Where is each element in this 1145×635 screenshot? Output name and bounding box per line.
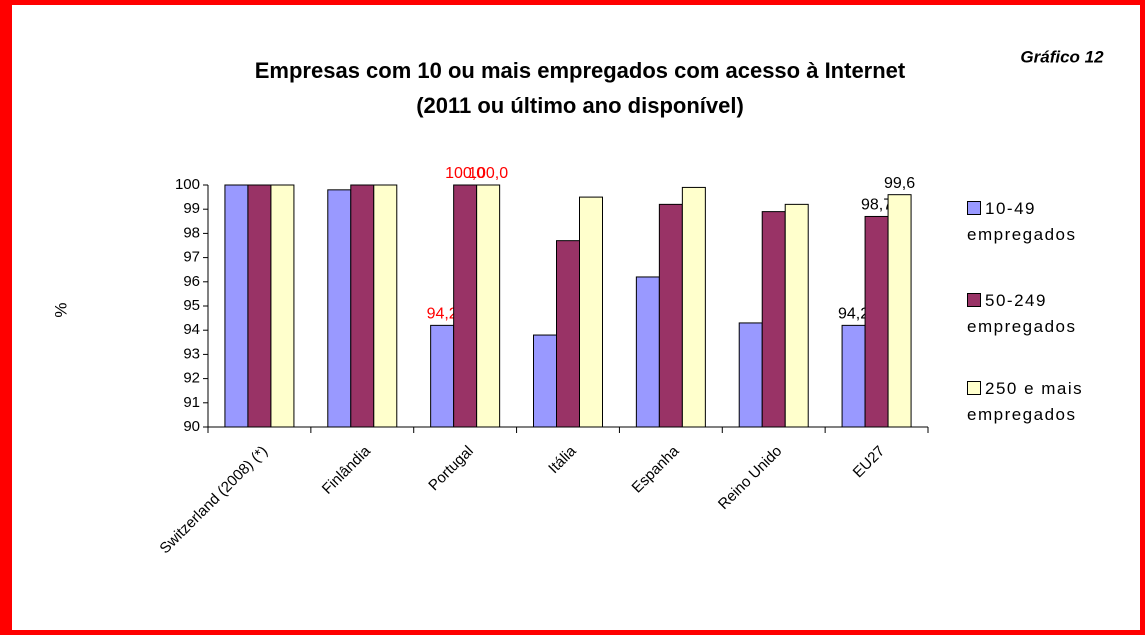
x-tick-label: Finlândia bbox=[319, 442, 375, 498]
x-tick-label: Switzerland (2008) (*) bbox=[156, 443, 271, 558]
y-tick-label: 91 bbox=[183, 394, 200, 411]
legend-label: 10-49 empregados bbox=[967, 199, 1077, 244]
bar bbox=[224, 184, 249, 428]
x-tick-label: Portugal bbox=[425, 443, 477, 495]
legend-swatch bbox=[967, 293, 981, 307]
bar bbox=[270, 184, 295, 428]
legend-item: 10-49 empregados bbox=[967, 196, 1117, 248]
data-label: 94,2 bbox=[427, 306, 458, 323]
bar bbox=[533, 334, 557, 428]
y-tick-label: 99 bbox=[183, 200, 200, 217]
bar bbox=[327, 189, 352, 428]
bar bbox=[681, 186, 706, 428]
x-tick-label: Itália bbox=[545, 442, 580, 477]
bar bbox=[658, 203, 683, 428]
bar bbox=[784, 203, 809, 428]
bar bbox=[556, 240, 580, 428]
data-label: 94,2 bbox=[838, 306, 869, 323]
bar bbox=[350, 184, 375, 428]
legend-label: 50-249 empregados bbox=[967, 291, 1077, 336]
bar bbox=[476, 184, 501, 428]
bar bbox=[579, 196, 603, 428]
legend-item: 50-249 empregados bbox=[967, 288, 1117, 340]
bar bbox=[453, 184, 478, 428]
bar bbox=[841, 324, 866, 428]
bar bbox=[864, 215, 889, 428]
y-tick-label: 90 bbox=[183, 418, 200, 435]
legend-swatch bbox=[967, 201, 981, 215]
legend-item: 250 e mais empregados bbox=[967, 376, 1117, 428]
y-tick-label: 95 bbox=[183, 297, 200, 314]
legend-swatch bbox=[967, 381, 981, 395]
x-tick-label: Reino Unido bbox=[715, 443, 785, 513]
bar bbox=[887, 194, 912, 428]
legend-label: 250 e mais empregados bbox=[967, 379, 1084, 424]
x-tick-label: EU27 bbox=[850, 443, 889, 482]
bar bbox=[247, 184, 272, 428]
data-label: 100,0 bbox=[445, 165, 485, 182]
y-tick-label: 98 bbox=[183, 224, 200, 241]
y-tick-label: 94 bbox=[183, 321, 200, 338]
y-axis-label: % bbox=[51, 302, 70, 317]
bar bbox=[430, 324, 455, 428]
bar bbox=[373, 184, 398, 428]
data-label: 98,7 bbox=[861, 197, 892, 214]
bar bbox=[761, 211, 786, 428]
bar bbox=[738, 322, 763, 428]
data-label: 100,0 bbox=[468, 165, 508, 182]
y-tick-label: 97 bbox=[183, 249, 200, 266]
y-tick-label: 92 bbox=[183, 370, 200, 387]
x-tick-label: Espanha bbox=[629, 442, 683, 496]
annotation: Gráfico 12 bbox=[1020, 47, 1104, 66]
y-tick-label: 100 bbox=[175, 176, 200, 193]
data-label: 99,6 bbox=[884, 175, 915, 192]
y-tick-label: 93 bbox=[183, 345, 200, 362]
bar bbox=[635, 276, 660, 428]
chart-subtitle: (2011 ou último ano disponível) bbox=[416, 93, 744, 118]
chart-title: Empresas com 10 ou mais empregados com a… bbox=[255, 58, 906, 83]
y-tick-label: 96 bbox=[183, 273, 200, 290]
